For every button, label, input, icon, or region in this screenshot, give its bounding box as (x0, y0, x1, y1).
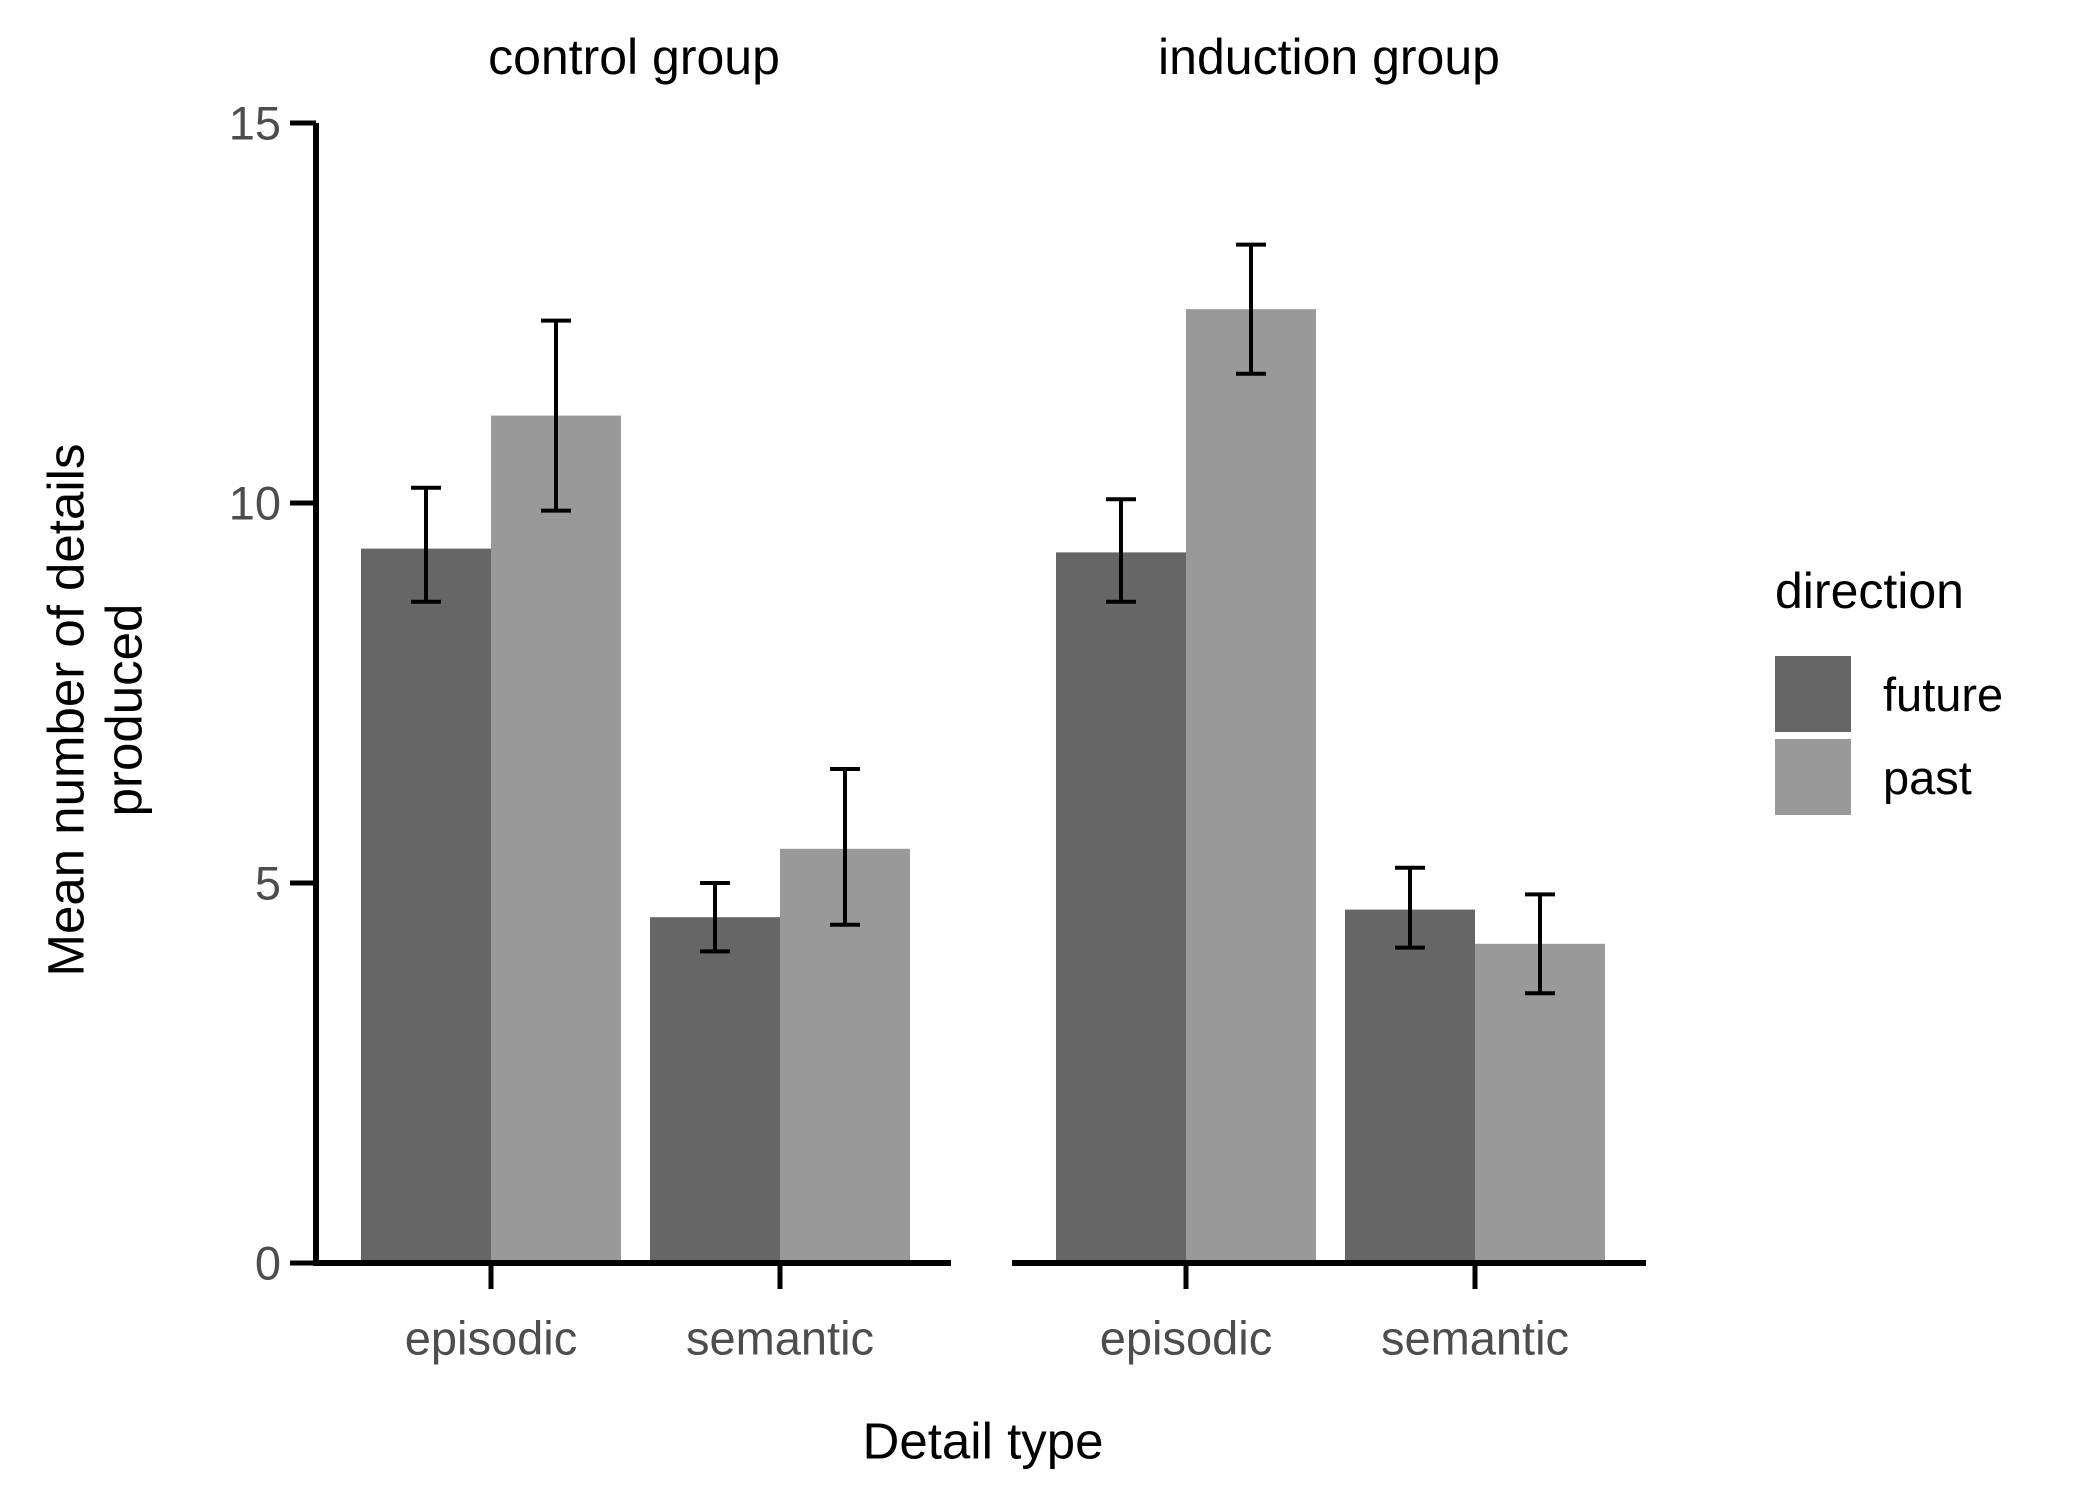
bar-future-episodic-1 (1056, 552, 1186, 1263)
legend: direction future past (1775, 566, 2003, 822)
legend-label-future: future (1883, 667, 2004, 721)
bar-future-episodic-0 (361, 548, 491, 1263)
bar-past-semantic-1 (1475, 943, 1605, 1263)
y-axis-title-line2: produced (95, 603, 152, 817)
x-tick-label-induction-episodic: episodic (1099, 1311, 1273, 1365)
bar-past-episodic-1 (1186, 309, 1316, 1263)
y-tick-label-15: 15 (228, 96, 281, 150)
x-tick-label-control-episodic: episodic (404, 1311, 578, 1365)
legend-label-past: past (1883, 750, 1972, 804)
y-tick-label-5: 5 (254, 856, 281, 910)
legend-swatch-past-icon (1775, 739, 1851, 815)
legend-entry-future: future (1775, 656, 2003, 732)
x-axis-title: Detail type (862, 1412, 1104, 1470)
y-axis-title: Mean number of details produced (37, 110, 152, 1310)
y-tick-label-10: 10 (228, 476, 281, 530)
x-tick-label-control-semantic: semantic (685, 1311, 875, 1365)
bar-future-semantic-1 (1345, 909, 1475, 1263)
y-tick-label-0: 0 (254, 1236, 281, 1290)
legend-entry-past: past (1775, 739, 2003, 815)
facet-title-induction: induction group (1158, 29, 1500, 85)
facet-title-control: control group (488, 29, 780, 85)
bar-future-semantic-0 (650, 917, 780, 1263)
bar-past-episodic-0 (491, 415, 621, 1264)
x-tick-label-induction-semantic: semantic (1380, 1311, 1570, 1365)
legend-title: direction (1775, 563, 1964, 619)
legend-swatch-future-icon (1775, 656, 1851, 732)
y-axis-title-line1: Mean number of details (37, 443, 95, 977)
